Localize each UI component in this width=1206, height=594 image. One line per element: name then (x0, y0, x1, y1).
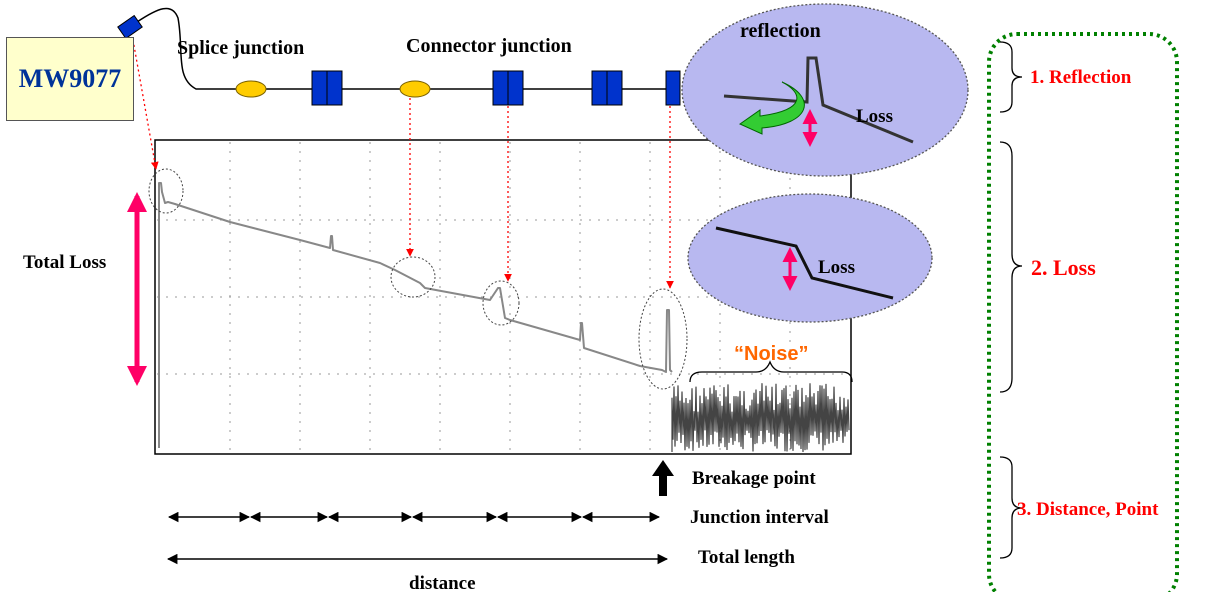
event-circle-launch (148, 168, 184, 214)
connector-2 (492, 70, 524, 106)
connector-3 (591, 70, 623, 106)
fiber-cable (136, 7, 672, 90)
total-loss-label: Total Loss (23, 252, 107, 273)
event-circle-connector (482, 280, 520, 326)
noise-trace (671, 383, 850, 453)
reflection-label: reflection (740, 20, 821, 42)
breakage-point-label: Breakage point (692, 468, 816, 489)
breakage-arrow (652, 460, 674, 496)
reflection-arrow-icon (738, 81, 805, 135)
loss-label: Loss (818, 257, 855, 278)
otdr-device-box: MW9077 (6, 37, 134, 121)
event-circle-break (638, 288, 688, 390)
splice-1 (235, 80, 267, 98)
otdr-trace (158, 182, 673, 448)
splice-junction-label: Splice junction (177, 37, 305, 59)
junction-interval-label: Junction interval (690, 507, 829, 528)
reflection-loss-label: Loss (856, 106, 893, 127)
connector-junction-label: Connector junction (406, 35, 572, 57)
category-reflection: 1. Reflection (1030, 67, 1132, 88)
category-distance-point: 3. Distance, Point (1017, 499, 1159, 520)
distance-label: distance (409, 573, 476, 594)
brace-distance (999, 456, 1023, 559)
event-circle-splice (390, 256, 436, 298)
splice-2 (399, 80, 431, 98)
device-label: MW9077 (18, 64, 122, 93)
reflection-callout-bubble (681, 3, 969, 177)
noise-brace (689, 360, 853, 383)
brace-reflection (999, 41, 1023, 113)
loss-callout-bubble (687, 193, 933, 323)
connector-1 (311, 70, 343, 106)
event-pointers (132, 39, 674, 289)
noise-label: “Noise” (734, 343, 809, 365)
noise-region (671, 383, 850, 453)
brace-loss (999, 141, 1023, 393)
category-loss: 2. Loss (1031, 255, 1096, 280)
fiber-plug (117, 14, 143, 40)
category-frame (987, 32, 1179, 592)
fiber-end-connector (665, 70, 681, 106)
total-length-label: Total length (698, 547, 795, 568)
